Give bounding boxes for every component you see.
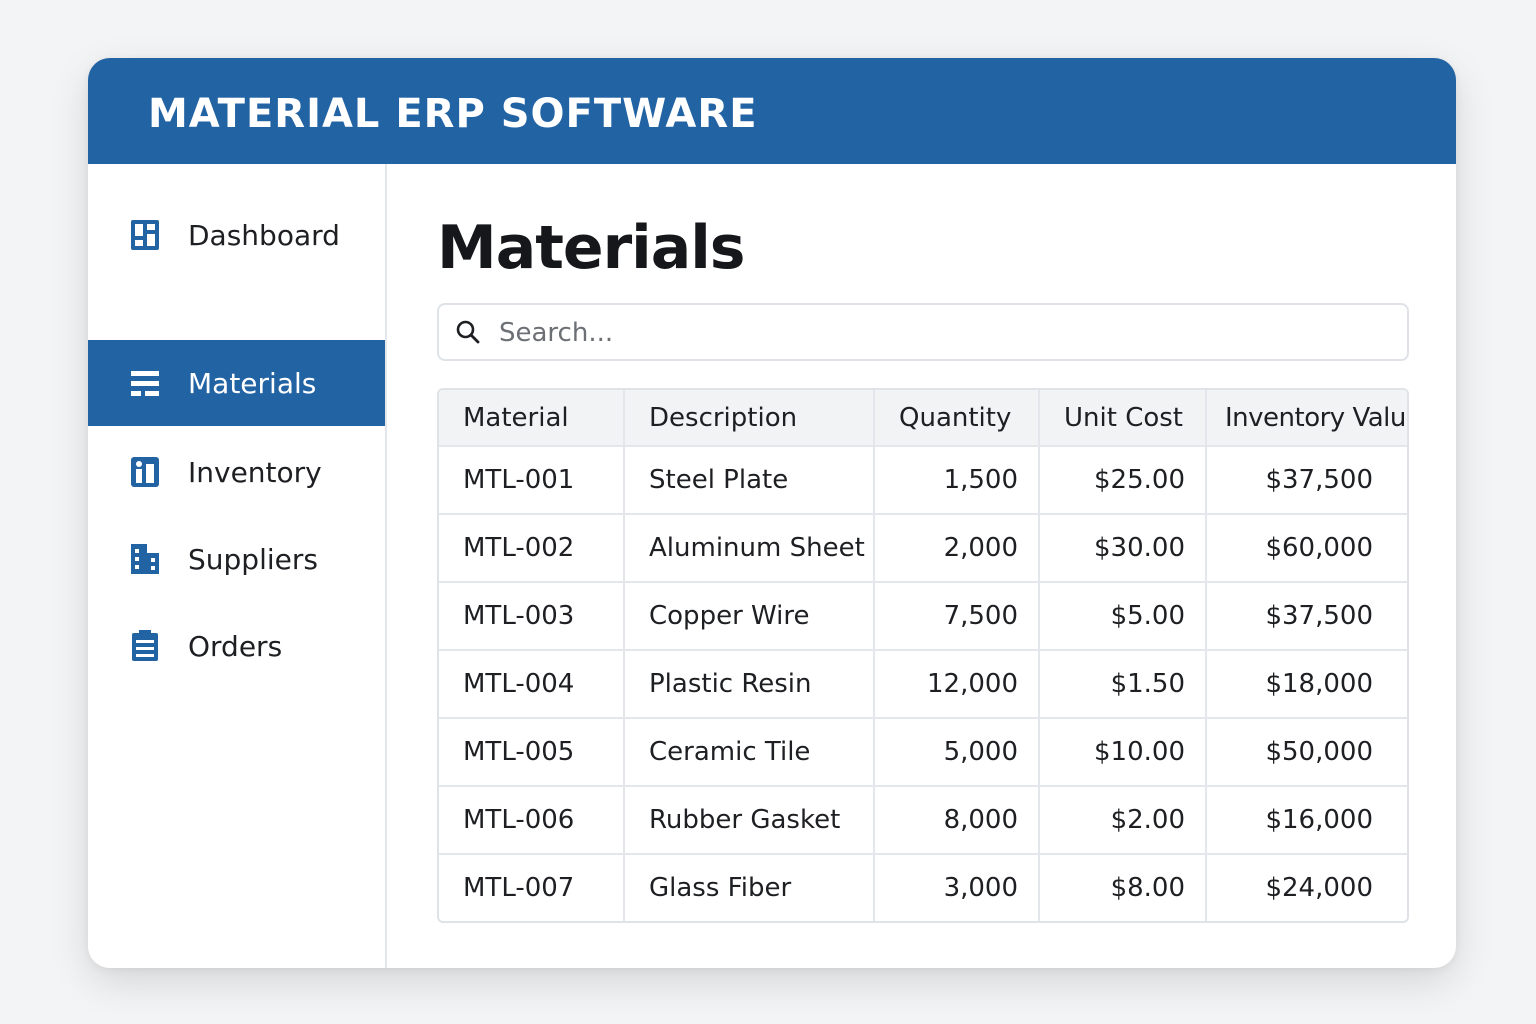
- cell-quantity: 1,500: [874, 446, 1040, 515]
- cell-material: MTL-003: [439, 582, 625, 651]
- sidebar-item-materials[interactable]: Materials: [88, 340, 385, 426]
- column-header-unit-cost[interactable]: Unit Cost: [1039, 390, 1207, 447]
- column-header-material[interactable]: Material: [439, 390, 625, 447]
- cell-description: Rubber Gasket: [624, 786, 875, 855]
- table-header-row: Material Description Quantity Unit Cost …: [439, 390, 1407, 447]
- cell-material: MTL-006: [439, 786, 625, 855]
- cell-inventory-value: $24,000: [1265, 873, 1373, 903]
- cell-inventory-value: $37,500: [1206, 446, 1407, 515]
- sidebar-item-inventory[interactable]: Inventory: [88, 429, 385, 515]
- sidebar: Dashboard Materials: [88, 164, 387, 968]
- sidebar-item-orders[interactable]: Orders: [88, 603, 385, 689]
- cell-unit-cost: $1.50: [1039, 650, 1207, 719]
- cell-unit-cost: $5.00: [1039, 582, 1207, 651]
- cell-unit-cost: $30.00: [1039, 514, 1207, 583]
- main-content: Materials: [387, 164, 1456, 968]
- cell-description: Steel Plate: [624, 446, 875, 515]
- table-row[interactable]: MTL-005 Ceramic Tile 5,000 $10.00 $50,00…: [439, 718, 1407, 787]
- cell-inventory-value: $16,000: [1206, 786, 1407, 855]
- cell-quantity: 12,000: [874, 650, 1040, 719]
- search-input[interactable]: [497, 313, 1381, 353]
- inventory-icon: [130, 456, 160, 488]
- sidebar-item-suppliers[interactable]: Suppliers: [88, 516, 385, 602]
- cell-description: Copper Wire: [624, 582, 875, 651]
- cell-quantity: 7,500: [874, 582, 1040, 651]
- sidebar-item-label: Orders: [188, 629, 283, 663]
- cell-inventory-value: $60,000: [1206, 514, 1407, 583]
- cell-unit-cost: $8.00: [1039, 854, 1207, 921]
- app-window: MATERIAL ERP SOFTWARE Dashboard: [88, 58, 1456, 968]
- sidebar-item-dashboard[interactable]: Dashboard: [88, 192, 385, 278]
- sidebar-item-label: Materials: [188, 366, 317, 400]
- list-icon: [130, 367, 160, 399]
- cell-quantity: 8,000: [874, 786, 1040, 855]
- dashboard-icon: [130, 219, 160, 251]
- cell-description: Glass Fiber: [624, 854, 875, 921]
- cell-inventory-value: $50,000: [1206, 718, 1407, 787]
- materials-table: Material Description Quantity Unit Cost …: [437, 388, 1409, 923]
- cell-description: Plastic Resin: [624, 650, 875, 719]
- cell-unit-cost: $25.00: [1039, 446, 1207, 515]
- app-title: MATERIAL ERP SOFTWARE: [148, 91, 758, 137]
- table-row[interactable]: MTL-003 Copper Wire 7,500 $5.00 $37,500: [439, 582, 1407, 651]
- sidebar-item-label: Suppliers: [188, 542, 318, 576]
- cell-quantity: 2,000: [874, 514, 1040, 583]
- sidebar-item-label: Inventory: [188, 455, 322, 489]
- cell-inventory-value: $18,000: [1206, 650, 1407, 719]
- cell-inventory-value: $37,500: [1206, 582, 1407, 651]
- app-header: MATERIAL ERP SOFTWARE: [88, 58, 1456, 164]
- table-row[interactable]: MTL-006 Rubber Gasket 8,000 $2.00 $16,00…: [439, 786, 1407, 855]
- cell-material: MTL-001: [439, 446, 625, 515]
- sidebar-item-label: Dashboard: [188, 218, 340, 252]
- building-icon: [130, 543, 160, 575]
- clipboard-icon: [130, 630, 160, 662]
- cell-quantity: 5,000: [874, 718, 1040, 787]
- cell-description: Ceramic Tile: [624, 718, 875, 787]
- cell-description: Aluminum Sheet: [624, 514, 875, 583]
- cell-unit-cost: $2.00: [1039, 786, 1207, 855]
- cell-unit-cost: $10.00: [1039, 718, 1207, 787]
- cell-material: MTL-002: [439, 514, 625, 583]
- cell-material: MTL-005: [439, 718, 625, 787]
- cell-quantity: 3,000: [874, 854, 1040, 921]
- page-title: Materials: [437, 213, 745, 283]
- cell-material: MTL-004: [439, 650, 625, 719]
- table-row[interactable]: MTL-002 Aluminum Sheet 2,000 $30.00 $60,…: [439, 514, 1407, 583]
- column-header-quantity[interactable]: Quantity: [874, 390, 1040, 447]
- column-header-inventory-value[interactable]: Inventory Value: [1206, 390, 1407, 447]
- table-row[interactable]: MTL-004 Plastic Resin 12,000 $1.50 $18,0…: [439, 650, 1407, 719]
- search-icon: [455, 319, 481, 345]
- table-row[interactable]: MTL-007 Glass Fiber 3,000 $8.00 $24,000: [439, 854, 1407, 921]
- table-row[interactable]: MTL-001 Steel Plate 1,500 $25.00 $37,500: [439, 446, 1407, 515]
- column-header-description[interactable]: Description: [624, 390, 875, 447]
- search-box[interactable]: [437, 303, 1409, 361]
- cell-material: MTL-007: [439, 854, 625, 921]
